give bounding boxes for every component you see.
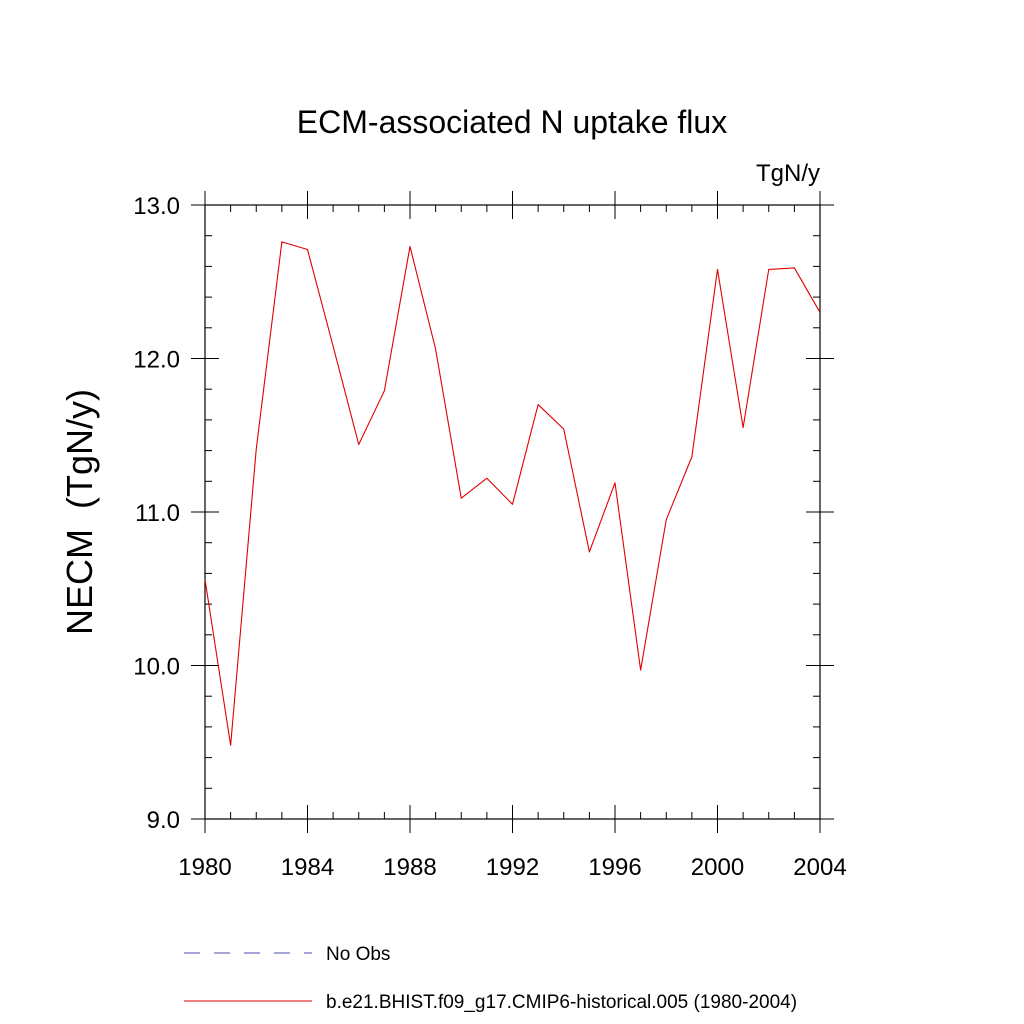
y-tick-label: 12.0 (133, 347, 180, 374)
x-tick-label: 1992 (486, 854, 539, 881)
units-label: TgN/y (756, 160, 820, 187)
series-line (204, 241, 821, 746)
x-tick-label: 1996 (588, 854, 641, 881)
y-axis-ticks: 9.0 10.0 11.0 12.0 13.0 (133, 193, 834, 834)
legend-label: No Obs (326, 944, 390, 965)
series-layer (204, 241, 821, 746)
legend-label: b.e21.BHIST.f09_g17.CMIP6-historical.005… (326, 992, 797, 1013)
y-tick-label: 13.0 (133, 193, 180, 220)
y-tick-label: 10.0 (133, 654, 180, 681)
y-axis-label: NECM (TgN/y) (59, 389, 100, 635)
y-tick-label: 11.0 (135, 500, 180, 527)
x-tick-label: 1988 (383, 854, 436, 881)
x-axis-ticks: 1980 1984 1988 1992 1996 2000 2004 (178, 191, 847, 881)
x-tick-label: 2000 (691, 854, 744, 881)
plot-frame (204, 204, 821, 820)
legend: No Obs b.e21.BHIST.f09_g17.CMIP6-historic… (184, 944, 797, 1013)
x-tick-label: 1984 (281, 854, 334, 881)
x-tick-label: 1980 (178, 854, 231, 881)
y-tick-label: 9.0 (147, 807, 180, 834)
x-tick-label: 2004 (793, 854, 846, 881)
chart-title: ECM-associated N uptake flux (297, 104, 727, 140)
